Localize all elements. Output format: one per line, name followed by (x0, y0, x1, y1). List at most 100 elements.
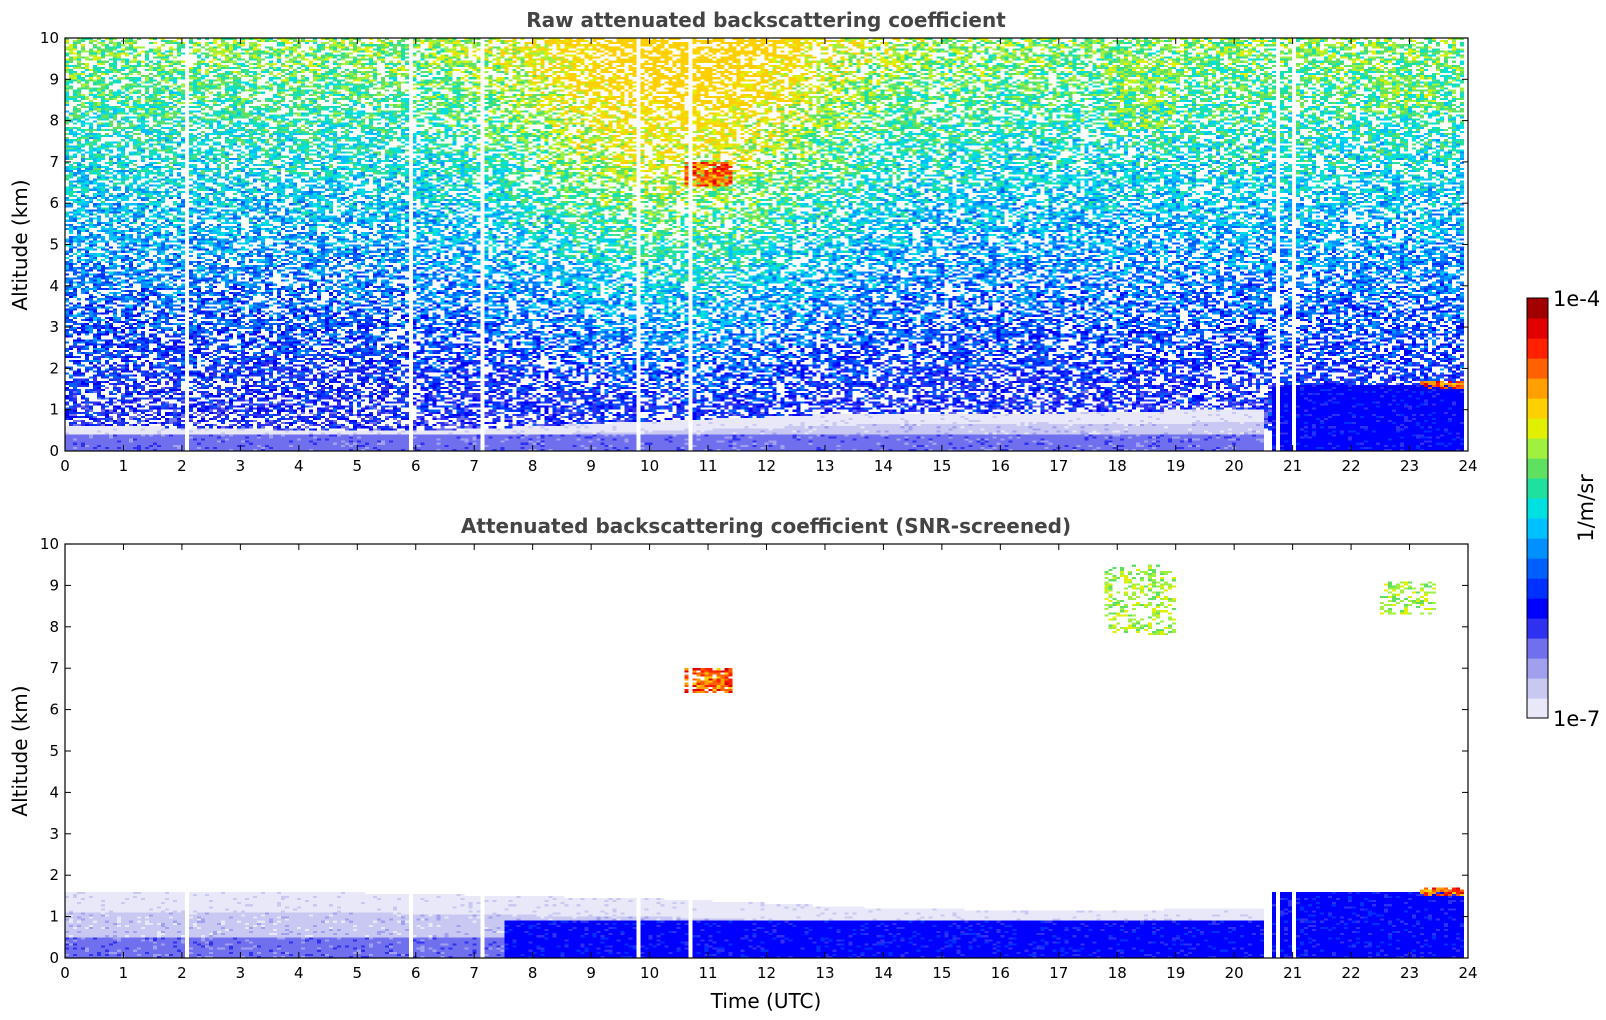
x-axis-ticks: 0 1 2 3 4 5 6 7 8 9 10 11 12 13 14 15 16 17 18 19 20 21 22 23 24 (60, 544, 1478, 982)
x-tick-label: 20 (1225, 457, 1244, 475)
x-tick-label: 1 (119, 457, 129, 475)
x-tick-label: 10 (640, 457, 659, 475)
raw-backscatter-panel: Raw attenuated backscattering coefficien… (8, 8, 1478, 475)
colorbar-unit-label: 1/m/sr (1574, 474, 1598, 542)
x-tick-label: 2 (177, 457, 187, 475)
x-tick-label: 11 (698, 457, 717, 475)
y-tick-label: 4 (49, 783, 59, 801)
y-tick-label: 6 (49, 194, 59, 212)
colorbar-segment (1527, 698, 1548, 719)
x-tick-label: 16 (991, 457, 1010, 475)
colorbar-max-label: 1e-4 (1553, 287, 1600, 311)
x-tick-label: 5 (353, 457, 363, 475)
y-tick-label: 10 (40, 535, 59, 553)
y-tick-label: 3 (49, 825, 59, 843)
x-tick-label: 9 (586, 457, 596, 475)
y-tick-label: 9 (49, 70, 59, 88)
x-tick-label: 23 (1400, 457, 1419, 475)
x-tick-label: 11 (698, 964, 717, 982)
y-tick-label: 0 (49, 442, 59, 460)
x-tick-label: 18 (1108, 964, 1127, 982)
x-tick-label: 13 (815, 964, 834, 982)
y-tick-label: 5 (49, 742, 59, 760)
colorbar-segment (1527, 318, 1548, 339)
x-tick-label: 22 (1342, 457, 1361, 475)
colorbar-segment (1527, 558, 1548, 579)
colorbar-segment (1527, 678, 1548, 699)
x-tick-label: 14 (874, 457, 893, 475)
x-tick-label: 10 (640, 964, 659, 982)
y-tick-label: 9 (49, 576, 59, 594)
colorbar-frame (1526, 297, 1549, 719)
y-tick-label: 0 (49, 949, 59, 967)
x-tick-label: 0 (60, 457, 70, 475)
y-axis-ticks: 0 1 2 3 4 5 6 7 8 9 10 (40, 535, 1468, 967)
x-tick-label: 0 (60, 964, 70, 982)
x-tick-label: 21 (1283, 457, 1302, 475)
y-axis-label: Altitude (km) (8, 179, 32, 310)
y-axis-ticks: 0 1 2 3 4 5 6 7 8 9 10 (40, 29, 1468, 460)
heatmap-raster (65, 38, 1468, 451)
x-tick-label: 12 (757, 964, 776, 982)
x-tick-label: 18 (1108, 457, 1127, 475)
y-tick-label: 4 (49, 277, 59, 295)
x-tick-label: 4 (294, 457, 304, 475)
y-tick-label: 2 (49, 866, 59, 884)
colorbar-segment (1527, 538, 1548, 559)
x-tick-label: 6 (411, 964, 421, 982)
x-tick-label: 22 (1342, 964, 1361, 982)
colorbar-segment (1527, 658, 1548, 679)
x-tick-label: 17 (1049, 457, 1068, 475)
colorbar-min-label: 1e-7 (1553, 707, 1600, 731)
y-tick-label: 8 (49, 112, 59, 130)
colorbar-segment (1527, 618, 1548, 639)
x-tick-label: 7 (469, 457, 479, 475)
colorbar-segment (1527, 598, 1548, 619)
y-tick-label: 8 (49, 618, 59, 636)
x-tick-label: 7 (469, 964, 479, 982)
colorbar-segment (1527, 638, 1548, 659)
heatmap-image (65, 544, 1468, 958)
colorbar: 1e-4 1e-7 1/m/sr (1526, 287, 1600, 731)
x-tick-label: 3 (236, 964, 246, 982)
x-tick-label: 14 (874, 964, 893, 982)
heatmap-image (65, 38, 1468, 451)
colorbar-segment (1527, 418, 1548, 439)
panel-title: Raw attenuated backscattering coefficien… (526, 8, 1006, 32)
x-tick-label: 16 (991, 964, 1010, 982)
colorbar-segment (1527, 498, 1548, 519)
y-tick-label: 2 (49, 359, 59, 377)
y-tick-label: 1 (49, 908, 59, 926)
colorbar-scale (1527, 298, 1548, 719)
colorbar-segment (1527, 438, 1548, 459)
x-tick-label: 15 (932, 457, 951, 475)
x-tick-label: 21 (1283, 964, 1302, 982)
x-tick-label: 20 (1225, 964, 1244, 982)
x-tick-label: 12 (757, 457, 776, 475)
y-tick-label: 5 (49, 236, 59, 254)
x-axis-ticks: 0 1 2 3 4 5 6 7 8 9 10 11 12 13 14 15 16 17 18 19 20 21 22 23 24 (60, 38, 1478, 475)
x-tick-label: 5 (353, 964, 363, 982)
y-tick-label: 6 (49, 701, 59, 719)
colorbar-segment (1527, 458, 1548, 479)
x-tick-label: 8 (528, 457, 538, 475)
x-tick-label: 19 (1166, 964, 1185, 982)
x-tick-label: 24 (1458, 964, 1477, 982)
x-axis-label: Time (UTC) (710, 989, 822, 1013)
x-tick-label: 19 (1166, 457, 1185, 475)
y-tick-label: 7 (49, 153, 59, 171)
x-tick-label: 24 (1458, 457, 1477, 475)
panel-title: Attenuated backscattering coefficient (S… (461, 514, 1071, 538)
x-tick-label: 23 (1400, 964, 1419, 982)
colorbar-segment (1527, 298, 1548, 319)
x-tick-label: 8 (528, 964, 538, 982)
colorbar-segment (1527, 398, 1548, 419)
x-tick-label: 4 (294, 964, 304, 982)
colorbar-segment (1527, 378, 1548, 399)
y-tick-label: 10 (40, 29, 59, 47)
y-axis-label: Altitude (km) (8, 685, 32, 816)
y-tick-label: 1 (49, 401, 59, 419)
x-tick-label: 17 (1049, 964, 1068, 982)
y-tick-label: 7 (49, 659, 59, 677)
